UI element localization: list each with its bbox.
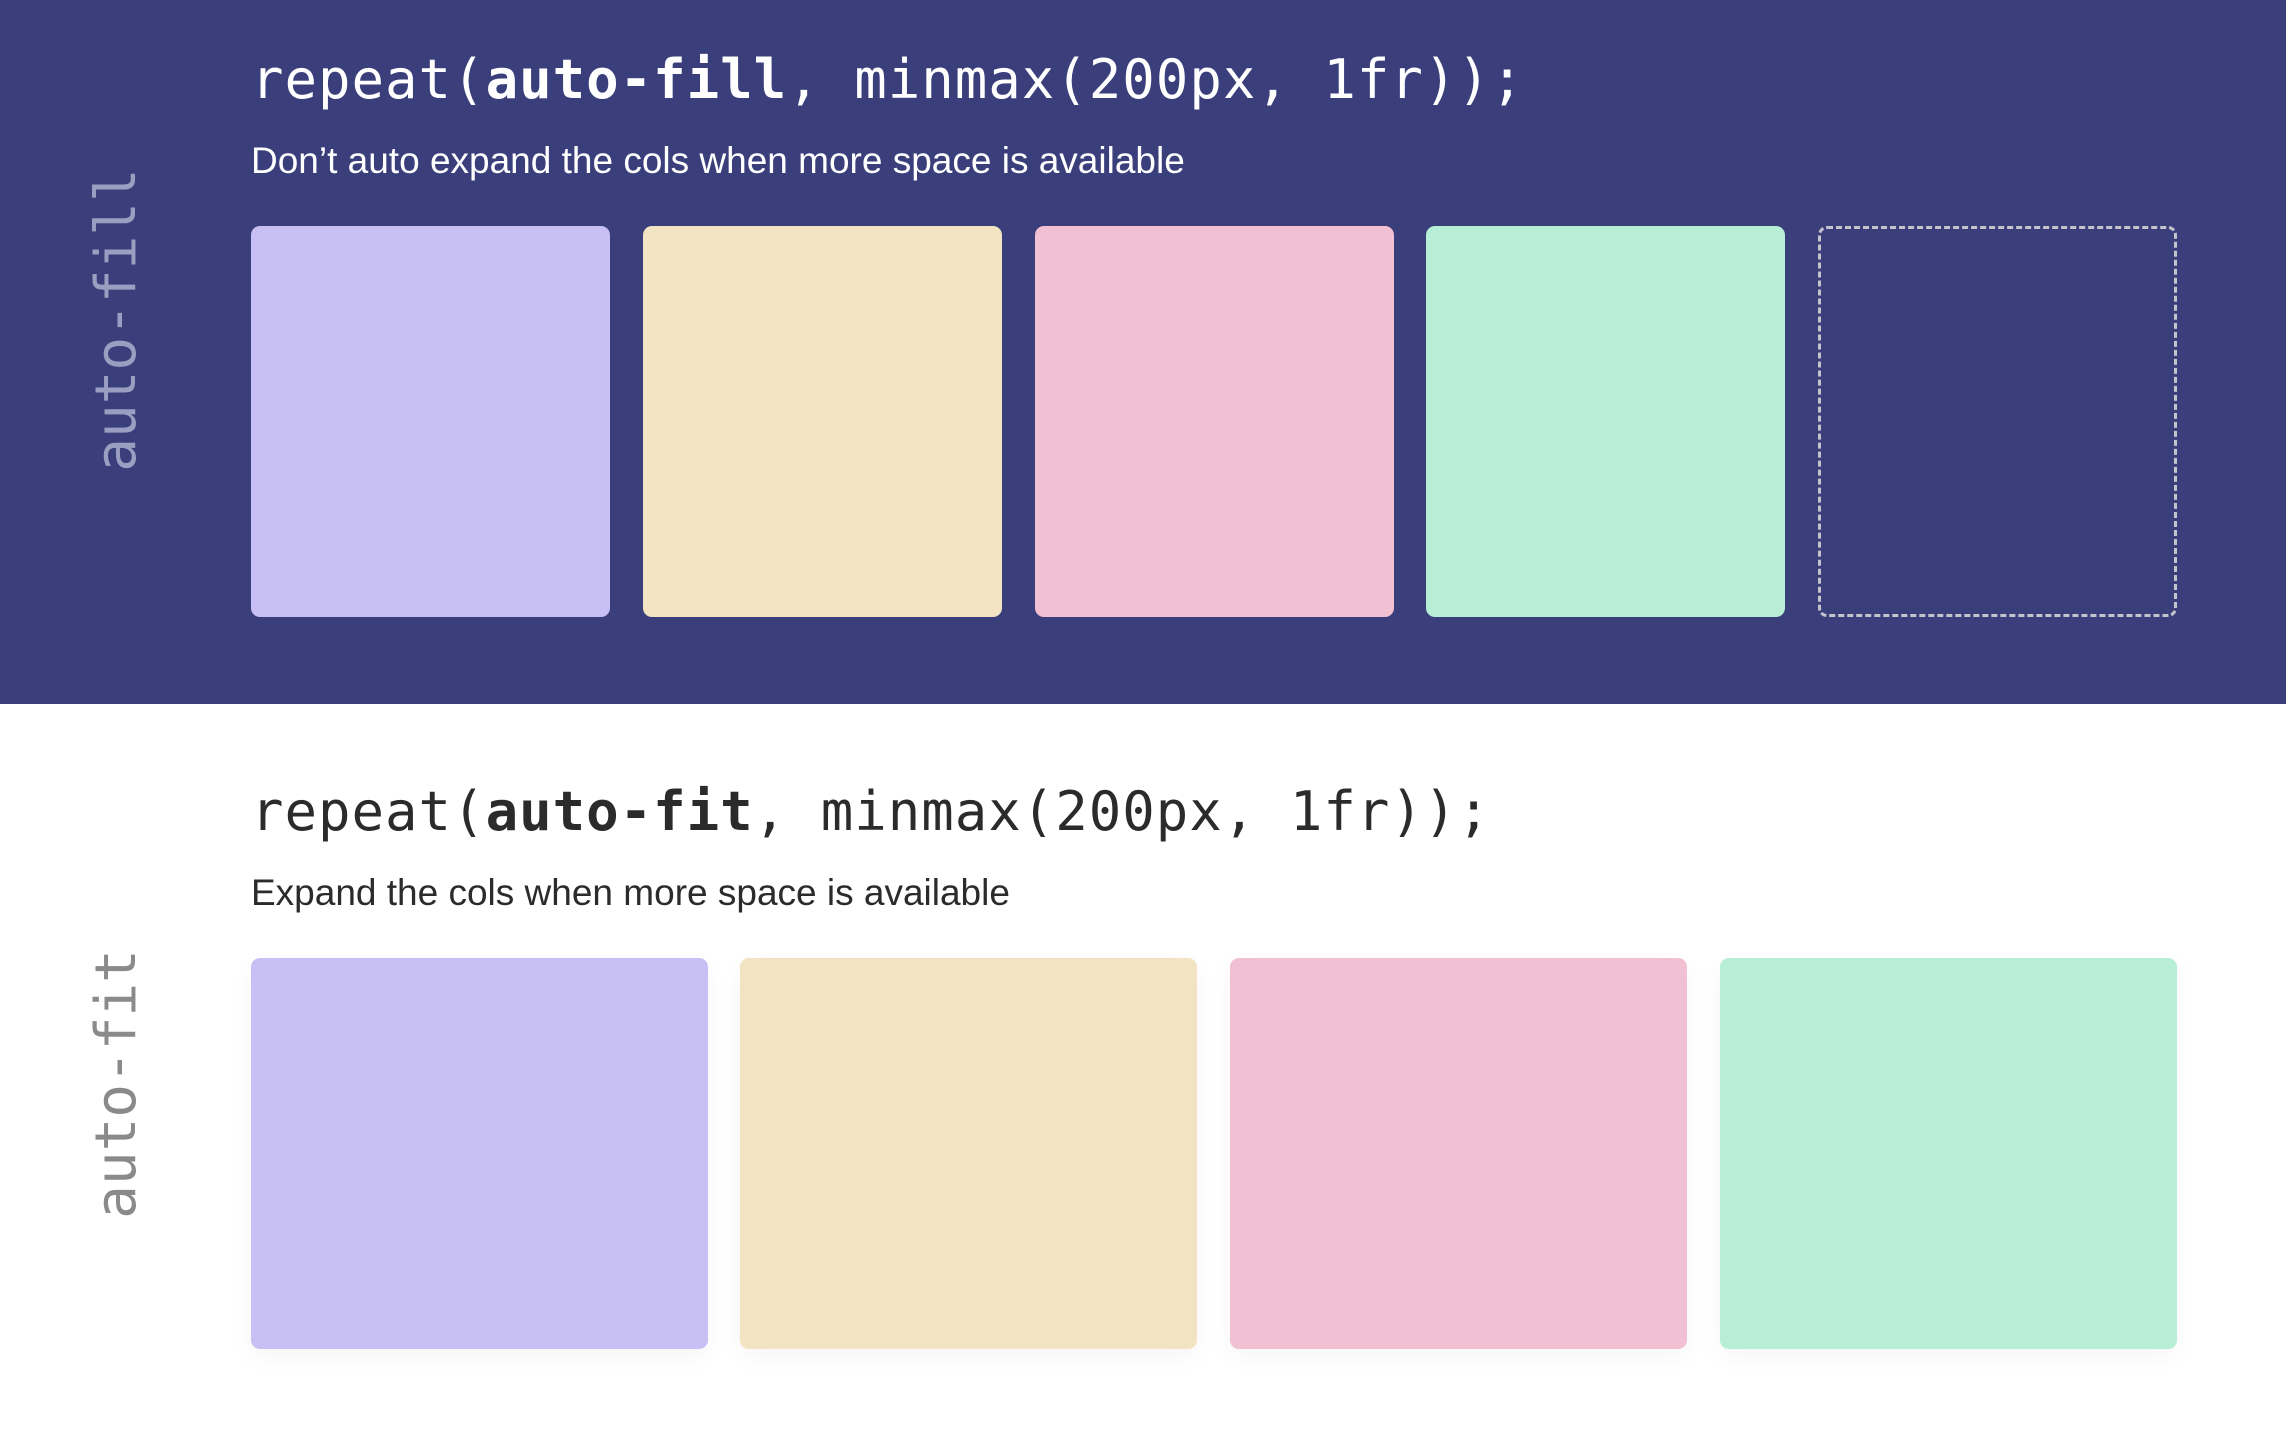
grid-item-2: [740, 958, 1197, 1349]
grid-item-1: [251, 226, 610, 617]
grid-item-4: [1426, 226, 1785, 617]
code-prefix: repeat(: [251, 780, 486, 843]
auto-fill-description: Don’t auto expand the cols when more spa…: [251, 140, 1185, 181]
auto-fit-code: repeat(auto-fit, minmax(200px, 1fr));: [251, 780, 1491, 843]
code-suffix: , minmax(200px, 1fr));: [753, 780, 1491, 843]
empty-grid-track: [1818, 226, 2177, 617]
code-keyword: auto-fill: [485, 48, 788, 111]
grid-item-4: [1720, 958, 2177, 1349]
code-prefix: repeat(: [251, 48, 486, 111]
grid-item-3: [1035, 226, 1394, 617]
grid-item-1: [251, 958, 708, 1349]
grid-item-2: [643, 226, 1002, 617]
auto-fill-side-label: auto-fill: [84, 168, 149, 472]
code-suffix: , minmax(200px, 1fr));: [787, 48, 1525, 111]
auto-fill-code: repeat(auto-fill, minmax(200px, 1fr));: [251, 48, 1524, 111]
grid-item-3: [1230, 958, 1687, 1349]
code-keyword: auto-fit: [485, 780, 754, 843]
auto-fit-side-label: auto-fit: [84, 949, 149, 1219]
auto-fit-description: Expand the cols when more space is avail…: [251, 872, 1010, 913]
